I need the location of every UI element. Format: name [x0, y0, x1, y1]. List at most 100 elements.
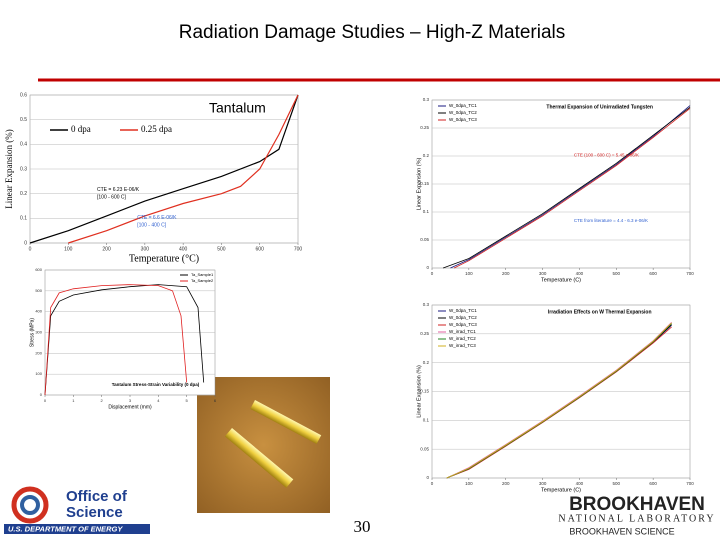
x-tick-label: 300: [141, 246, 150, 252]
x-tick-label: 0: [431, 271, 434, 276]
y-tick-label: 0.2: [423, 153, 430, 158]
x-tick-label: 400: [576, 481, 584, 486]
legend-label: W_irrad_TC2: [449, 336, 476, 341]
y-tick-label: 0.05: [420, 446, 429, 451]
x-tick-label: 100: [64, 246, 73, 252]
legend-label: Ta_Sample1: [191, 272, 214, 277]
annotation: [100 - 600 C]: [97, 194, 127, 200]
series-line: [453, 108, 691, 269]
x-tick-label: 300: [539, 481, 547, 486]
annotation: CTE (100 - 600 C) = 5.45 e-06/K: [574, 153, 639, 158]
y-tick-label: 0.3: [20, 166, 27, 172]
legend-label: 0.25 dpa: [141, 124, 172, 134]
y-tick-label: 0.3: [423, 97, 430, 102]
plot-title: Thermal Expansion of Unirradiated Tungst…: [546, 104, 653, 110]
y-tick-label: 0.4: [20, 142, 27, 148]
lab-subtitle: NATIONAL LABORATORY: [558, 513, 715, 524]
plot: 0 0.05 0.1 0.15 0.2 0.25 0.3 0 100 200 300 400 500 60…: [416, 302, 694, 493]
y-tick-label: 0.6: [20, 92, 27, 98]
slide-title: Radiation Damage Studies – High-Z Materi…: [179, 22, 566, 43]
x-tick-label: 200: [502, 481, 510, 486]
series-line: [44, 284, 205, 396]
x-tick-label: 200: [102, 246, 111, 252]
x-tick-label: 400: [576, 271, 584, 276]
associates: BROOKHAVEN SCIENCE: [569, 526, 674, 536]
legend-label: Ta_Sample2: [191, 278, 214, 283]
x-tick-label: 600: [256, 246, 265, 252]
x-tick-label: 700: [294, 246, 303, 252]
legend-label: W_0dpa_TC3: [449, 322, 477, 327]
annotation: CTE from literature = 4.4 - 6.3 e-06/K: [574, 218, 648, 223]
y-tick-label: 0: [24, 240, 27, 246]
x-tick-label: 500: [613, 271, 621, 276]
series-line: [446, 323, 672, 479]
y-axis-label: Linear Expansion (%): [4, 129, 14, 208]
x-tick-label: 100: [465, 481, 473, 486]
y-tick-label: 0.1: [20, 216, 27, 222]
legend-label: W_irrad_TC1: [449, 329, 476, 334]
y-tick-label: 0.15: [420, 389, 429, 394]
x-tick-label: 700: [686, 481, 694, 486]
legend-label: W_0dpa_TC1: [449, 103, 477, 108]
y-tick-label: 0: [40, 392, 43, 397]
x-tick-label: 500: [217, 246, 226, 252]
x-tick-label: 100: [465, 271, 473, 276]
y-tick-label: 500: [35, 288, 42, 293]
series-line: [29, 94, 299, 244]
y-tick-label: 0: [426, 265, 429, 270]
page-number: 30: [354, 517, 371, 536]
x-tick-label: 500: [613, 481, 621, 486]
y-tick-label: 600: [35, 267, 42, 272]
bnl-logo: BROOKHAVEN NATIONAL LABORATORY BROOKHAVE…: [558, 494, 715, 536]
legend-label: W_0dpa_TC1: [449, 308, 477, 313]
plot-title: Tantalum Stress-Strain Variability (0 dp…: [112, 382, 200, 387]
x-tick-label: 5: [186, 398, 189, 403]
x-tick-label: 700: [686, 271, 694, 276]
plot: 0 0.05 0.1 0.15 0.2 0.25 0.3 0 100 200 300 400 500 60…: [416, 97, 694, 283]
x-tick-label: 0: [431, 481, 434, 486]
x-tick-label: 3: [129, 398, 132, 403]
series-line: [442, 106, 691, 269]
series-line: [450, 105, 691, 269]
science-text: Science: [66, 504, 123, 521]
series-line: [68, 94, 299, 244]
doe-logo: Office of Science U.S. DEPARTMENT OF ENE…: [4, 486, 150, 534]
series-line: [446, 322, 672, 479]
plot: 0 0.1 0.2 0.3 0.4 0.5 0.6 0 100 200 300 400 500 600 70…: [4, 92, 302, 264]
x-tick-label: 6: [214, 398, 217, 403]
plot: 0 100 200 300 400 500 600 0 1 2 3 4 5 6 Displacement (…: [29, 267, 217, 410]
x-axis-label: Displacement (mm): [108, 404, 152, 410]
y-tick-label: 0.1: [423, 209, 430, 214]
office-text: Office of: [66, 488, 128, 505]
y-tick-label: 0.2: [423, 360, 430, 365]
x-tick-label: 600: [649, 271, 657, 276]
annotation: CTE = 6.23 E-06/K: [97, 187, 140, 193]
annotation: CTE = 6.6 E-06/K: [137, 215, 177, 221]
series-line: [44, 284, 188, 396]
x-tick-label: 200: [502, 271, 510, 276]
sample-photo: [197, 377, 330, 513]
y-tick-label: 0.5: [20, 117, 27, 123]
y-axis-label: Linear Expansion (%): [416, 365, 422, 418]
y-tick-label: 200: [35, 350, 42, 355]
x-tick-label: 4: [157, 398, 160, 403]
annotation: [100 - 400 C]: [137, 223, 167, 229]
y-tick-label: 0.15: [420, 181, 429, 186]
x-tick-label: 0: [44, 398, 47, 403]
y-tick-label: 100: [35, 371, 42, 376]
plot-title: Irradiation Effects on W Thermal Expansi…: [548, 309, 652, 315]
legend-label: W_0dpa_TC2: [449, 110, 477, 115]
x-tick-label: 600: [649, 481, 657, 486]
y-axis-label: Stress (MPa): [29, 318, 35, 348]
legend-label: W_0dpa_TC2: [449, 315, 477, 320]
series-line: [446, 326, 672, 479]
doe-text: U.S. DEPARTMENT OF ENERGY: [8, 524, 123, 533]
y-tick-label: 400: [35, 309, 42, 314]
x-tick-label: 400: [179, 246, 188, 252]
y-tick-label: 0.25: [420, 331, 429, 336]
x-axis-label: Temperature (C): [541, 487, 581, 493]
y-axis-label: Linear Expansion (%): [416, 158, 422, 211]
legend-label: W_irrad_TC3: [449, 343, 476, 348]
plot-title: Tantalum: [209, 100, 266, 116]
x-axis-label: Temperature (°C): [129, 253, 199, 264]
